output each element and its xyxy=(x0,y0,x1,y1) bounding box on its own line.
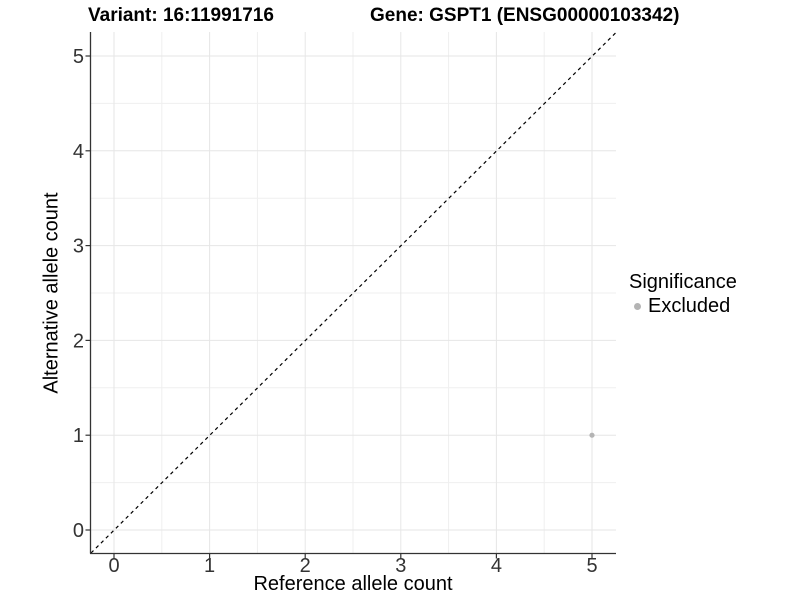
legend-point-icon xyxy=(634,303,641,310)
plot-title-gene: Gene: GSPT1 (ENSG00000103342) xyxy=(370,5,680,26)
y-tick-label: 3 xyxy=(73,236,84,258)
y-tick-label: 2 xyxy=(73,330,84,352)
y-axis-title: Alternative allele count xyxy=(40,192,63,394)
plot-title-variant: Variant: 16:11991716 xyxy=(88,5,274,26)
x-tick-label: 2 xyxy=(300,555,311,577)
y-tick-label: 5 xyxy=(73,46,84,68)
y-tick-label: 0 xyxy=(73,520,84,542)
x-tick-label: 4 xyxy=(491,555,502,577)
data-point xyxy=(589,432,595,438)
x-axis-title: Reference allele count xyxy=(253,573,453,595)
legend-title: Significance xyxy=(629,271,737,293)
y-tick-label: 1 xyxy=(73,425,84,447)
legend-item-excluded: Excluded xyxy=(629,295,737,318)
x-tick-label: 1 xyxy=(204,555,215,577)
x-tick-label: 5 xyxy=(586,555,597,577)
x-tick-label: 3 xyxy=(395,555,406,577)
y-tick-label: 4 xyxy=(73,141,84,163)
legend-key xyxy=(629,298,646,315)
identity-reference-line xyxy=(90,32,617,554)
legend-item-label: Excluded xyxy=(648,295,731,317)
x-tick-label: 0 xyxy=(108,555,119,577)
legend: Significance Excluded xyxy=(629,271,737,318)
